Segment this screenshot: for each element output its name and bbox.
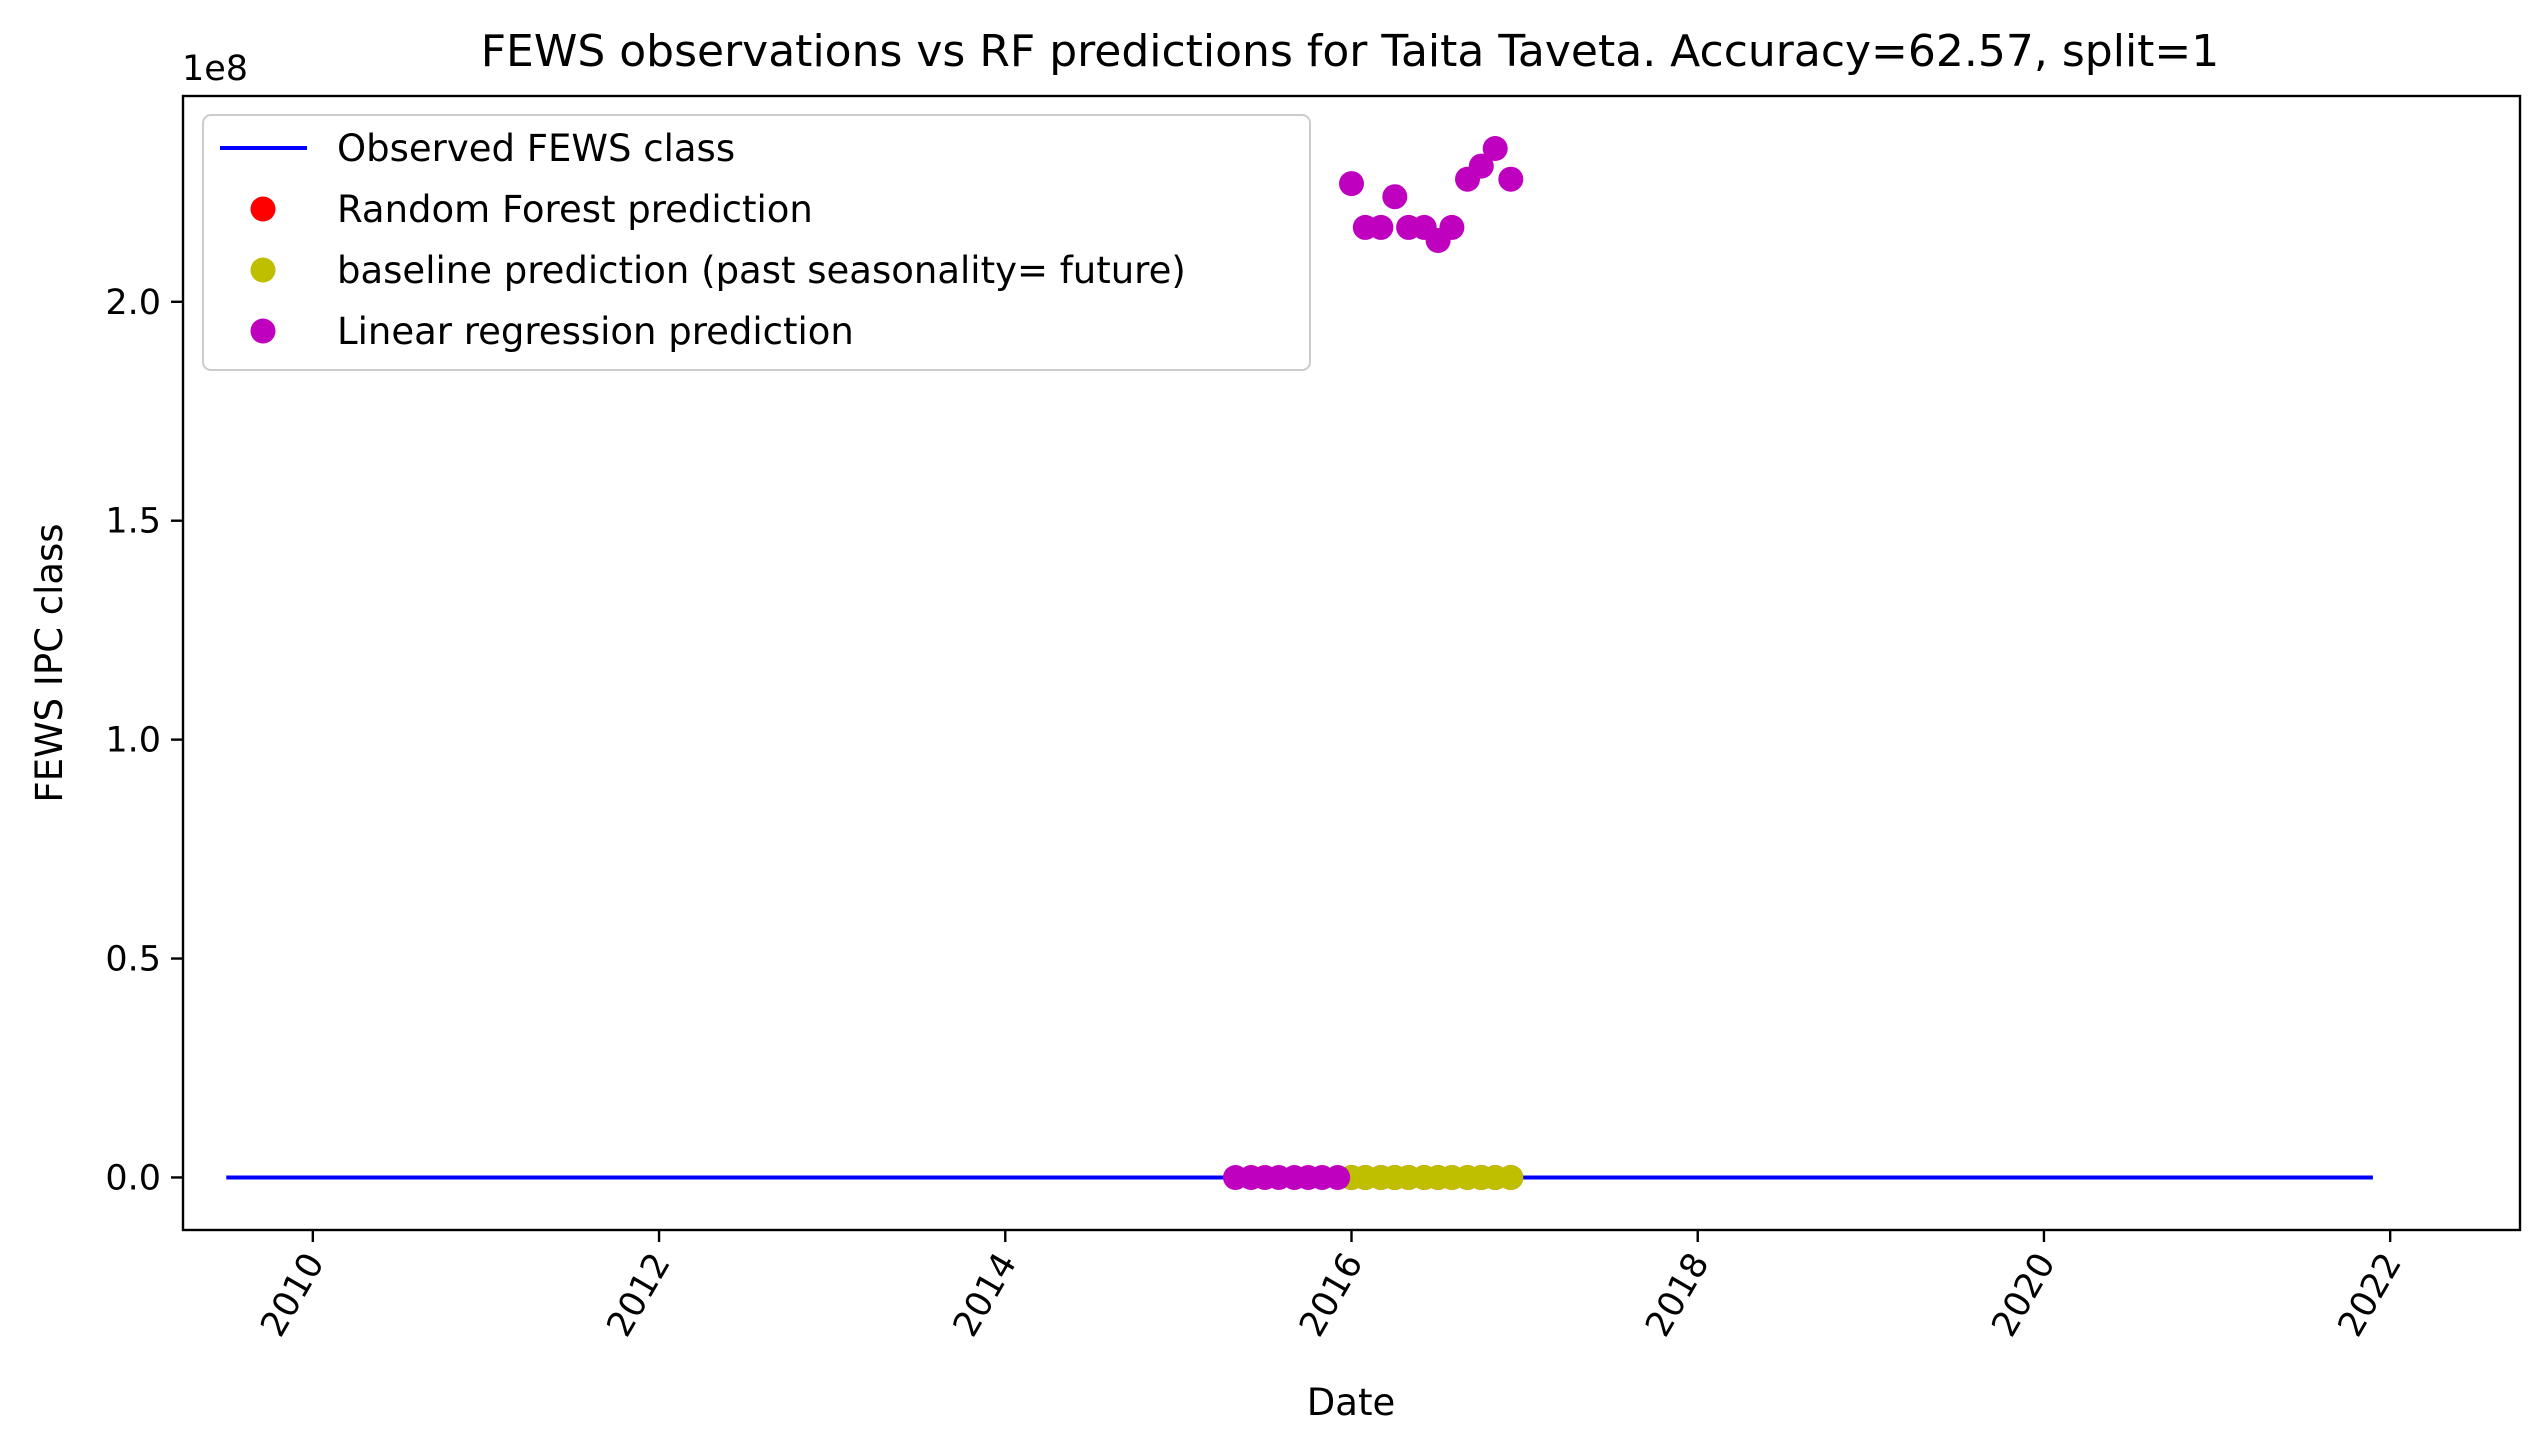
- point-linear-regression-prediction-10: [1368, 214, 1394, 240]
- y-tick-label: 1.0: [105, 721, 161, 761]
- legend-label-linear-regression-prediction: Linear regression prediction: [337, 310, 854, 353]
- x-tick-label: 2014: [946, 1247, 1025, 1344]
- legend-frame: [202, 114, 1311, 371]
- point-linear-regression-prediction-19: [1498, 166, 1524, 192]
- point-linear-regression-prediction-7: [1325, 1165, 1351, 1190]
- x-tick-label: 2010: [253, 1247, 332, 1344]
- legend-swatch-linear-regression-prediction: [250, 318, 276, 344]
- legend-swatch-random-forest-prediction: [250, 196, 276, 222]
- chart-title: FEWS observations vs RF predictions for …: [481, 26, 2220, 77]
- x-tick-label: 2012: [600, 1247, 679, 1344]
- y-tick-label: 1.5: [105, 502, 161, 542]
- y-axis-label: FEWS IPC class: [28, 523, 71, 802]
- x-tick-label: 2022: [2331, 1247, 2410, 1344]
- point-linear-regression-prediction-11: [1382, 184, 1408, 210]
- legend: Observed FEWS class Random Forest predict…: [202, 114, 1311, 371]
- point-linear-regression-prediction-8: [1339, 171, 1364, 197]
- x-tick-label: 2016: [1292, 1247, 1371, 1344]
- plot-area: [226, 136, 2373, 1190]
- x-tick-label: 2018: [1638, 1247, 1717, 1344]
- legend-label-baseline-prediction-past-seasonality-future: baseline prediction (past seasonality= f…: [337, 249, 1186, 292]
- legend-label-observed-fews-class: Observed FEWS class: [337, 127, 735, 170]
- legend-swatch-baseline-prediction-past-seasonality-future: [250, 257, 276, 283]
- x-tick-label: 2020: [1985, 1247, 2064, 1344]
- y-tick-label: 2.0: [105, 283, 161, 323]
- y-offset-label: 1e8: [182, 49, 248, 89]
- x-axis-label: Date: [1307, 1381, 1395, 1424]
- point-linear-regression-prediction-15: [1439, 214, 1465, 240]
- y-tick-label: 0.0: [105, 1158, 161, 1198]
- y-tick-label: 0.5: [105, 940, 161, 980]
- point-linear-regression-prediction-18: [1482, 136, 1508, 161]
- point-baseline-prediction-past-seasonality-future-11: [1498, 1165, 1524, 1190]
- legend-label-random-forest-prediction: Random Forest prediction: [337, 188, 813, 231]
- point-linear-regression-prediction-17: [1468, 153, 1494, 179]
